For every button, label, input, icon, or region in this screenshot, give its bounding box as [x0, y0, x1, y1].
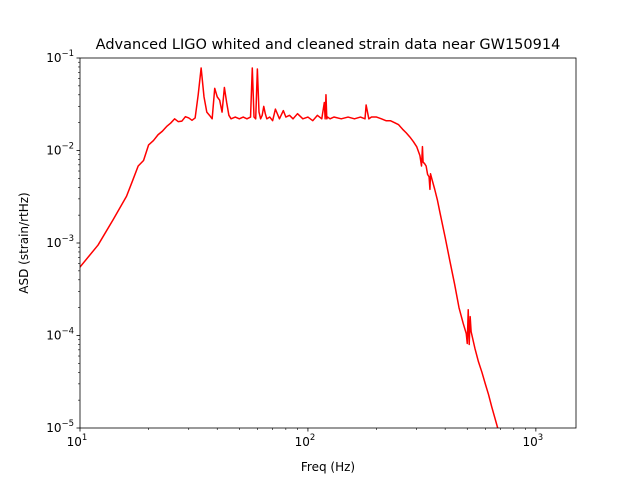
- chart-title: Advanced LIGO whited and cleaned strain …: [96, 37, 561, 53]
- y-tick-label: 10−4: [46, 327, 74, 343]
- x-tick-label: 101: [67, 433, 88, 449]
- y-axis-ticks: 10−5 10−4 10−3 10−2 10−1: [46, 49, 80, 435]
- x-axis-label: Freq (Hz): [301, 460, 355, 474]
- x-tick-label: 103: [523, 433, 544, 449]
- y-tick-label: 10−5: [46, 419, 74, 435]
- y-tick-label: 10−3: [46, 234, 74, 250]
- plot-area-frame: [79, 57, 577, 429]
- y-tick-label: 10−1: [46, 49, 74, 65]
- asd-series-line: [80, 67, 499, 428]
- y-tick-label: 10−2: [46, 142, 74, 158]
- x-tick-label: 102: [295, 433, 316, 449]
- y-axis-label: ASD (strain/rtHz): [17, 192, 31, 293]
- x-axis-ticks: 101 102 103: [67, 428, 544, 449]
